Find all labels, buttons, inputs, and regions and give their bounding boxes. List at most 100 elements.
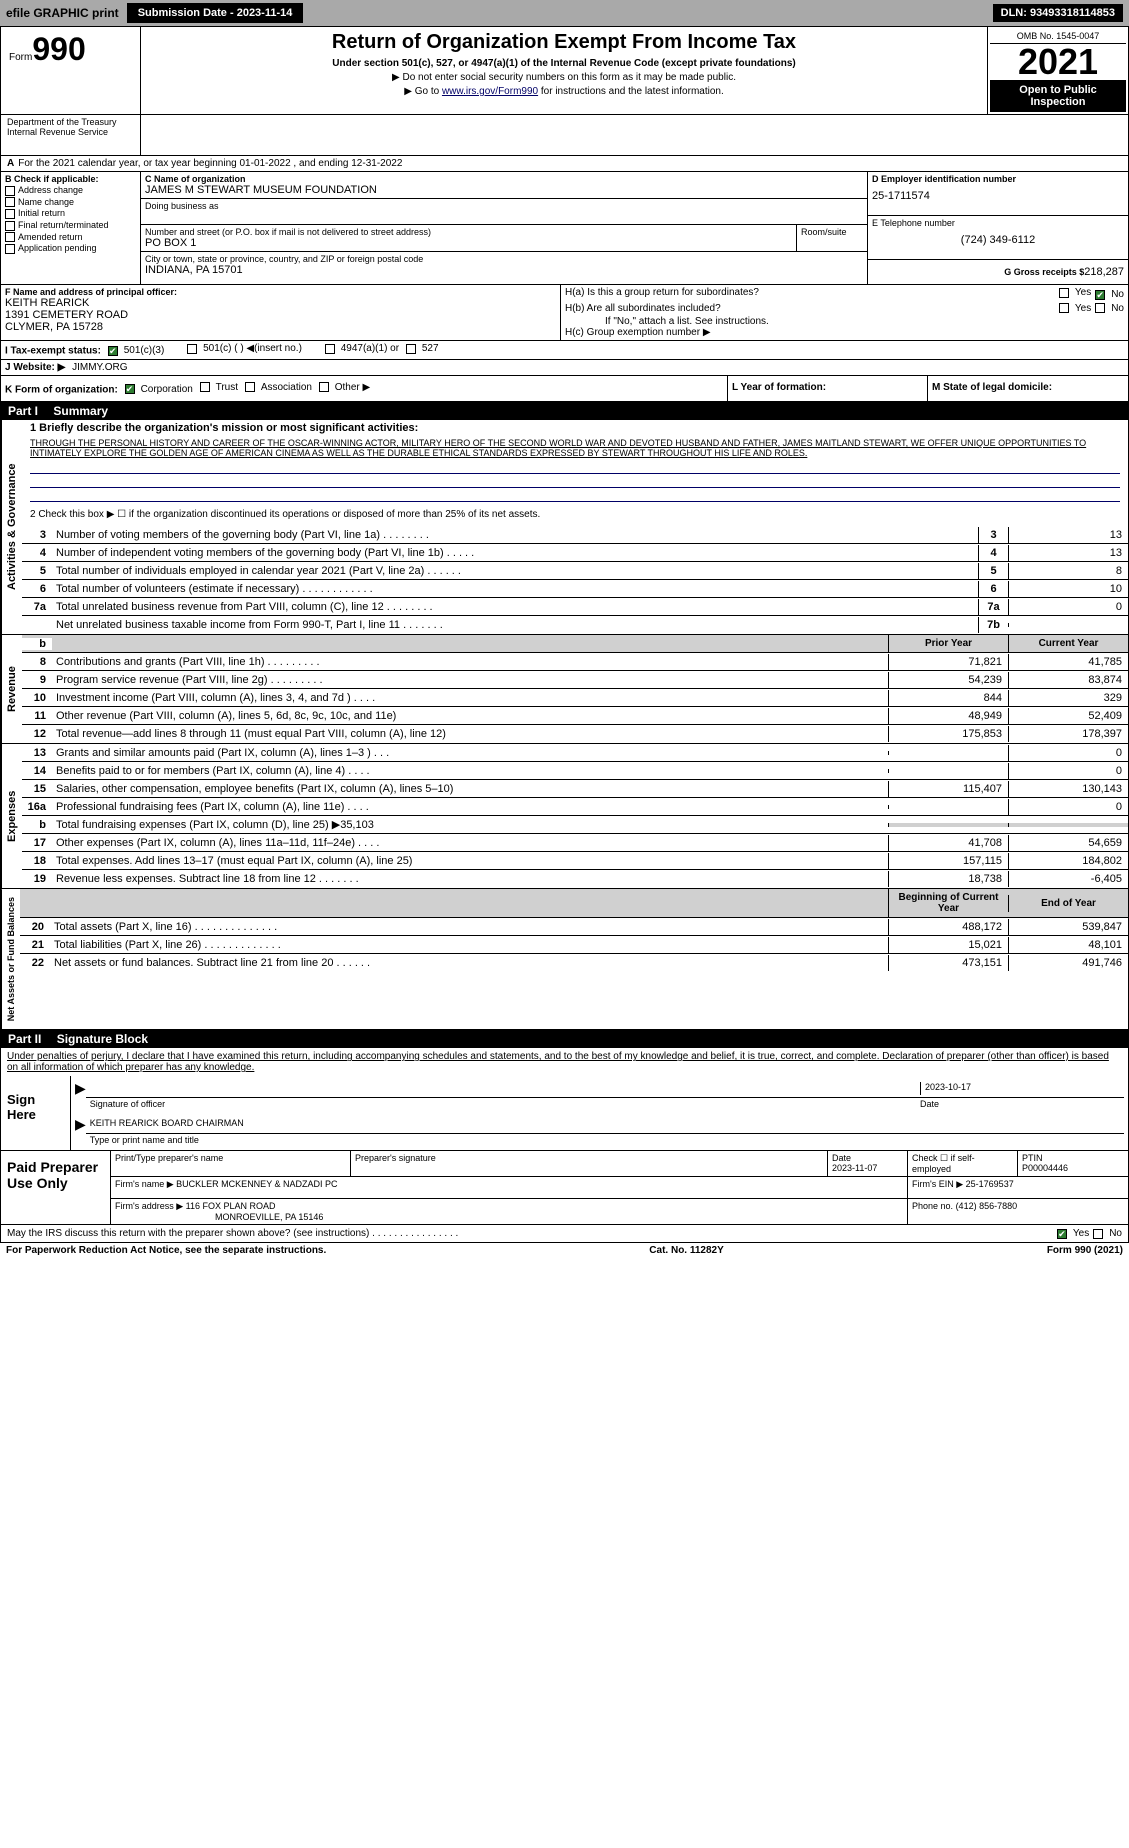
ptin: P00004446 [1022, 1163, 1124, 1173]
mission-text: THROUGH THE PERSONAL HISTORY AND CAREER … [22, 436, 1128, 460]
note2: ▶ Go to www.irs.gov/Form990 for instruct… [145, 86, 983, 97]
data-line: 14Benefits paid to or for members (Part … [22, 762, 1128, 780]
part2-header: Part II Signature Block [0, 1030, 1129, 1048]
sign-here-label: Sign Here [1, 1076, 71, 1150]
exp-side-label: Expenses [1, 744, 22, 888]
submission-btn[interactable]: Submission Date - 2023-11-14 [127, 3, 304, 23]
rev-side-label: Revenue [1, 635, 22, 743]
ha-yes[interactable]: Yes [1059, 287, 1091, 298]
data-line: 20Total assets (Part X, line 16) . . . .… [20, 918, 1128, 936]
website[interactable]: JIMMY.ORG [72, 362, 127, 373]
firm-phone: (412) 856-7880 [956, 1201, 1018, 1211]
footer: For Paperwork Reduction Act Notice, see … [0, 1243, 1129, 1258]
data-line: 17Other expenses (Part IX, column (A), l… [22, 834, 1128, 852]
form-number-box: Form990 [1, 27, 141, 114]
summary-line: 4Number of independent voting members of… [22, 544, 1128, 562]
chk-assoc[interactable]: Association [245, 382, 312, 393]
chk-501c3[interactable]: ✔501(c)(3) [108, 345, 165, 356]
paid-preparer-label: Paid Preparer Use Only [1, 1151, 111, 1224]
phone: (724) 349-6112 [872, 234, 1124, 246]
summary-line: 6Total number of volunteers (estimate if… [22, 580, 1128, 598]
net-side-label: Net Assets or Fund Balances [1, 889, 20, 1029]
revenue-section: Revenue b Prior Year Current Year 8Contr… [0, 635, 1129, 744]
firm-ein: 25-1769537 [966, 1179, 1014, 1189]
title-box: Return of Organization Exempt From Incom… [141, 27, 988, 114]
subtitle: Under section 501(c), 527, or 4947(a)(1)… [145, 58, 983, 69]
tax-status-row: I Tax-exempt status: ✔501(c)(3) 501(c) (… [0, 341, 1129, 360]
inspection-badge: Open to Public Inspection [990, 80, 1126, 112]
street: PO BOX 1 [145, 237, 792, 249]
officer-name-title: KEITH REARICK BOARD CHAIRMAN [86, 1116, 1124, 1134]
arrow-icon: ▶ [75, 1116, 86, 1146]
expenses-section: Expenses 13Grants and similar amounts pa… [0, 744, 1129, 889]
block-h: H(a) Is this a group return for subordin… [561, 285, 1128, 340]
penalties-text: Under penalties of perjury, I declare th… [1, 1048, 1128, 1076]
firm-name: BUCKLER MCKENNEY & NADZADI PC [176, 1179, 337, 1189]
block-b: B Check if applicable: Address change Na… [1, 172, 141, 284]
data-line: bTotal fundraising expenses (Part IX, co… [22, 816, 1128, 834]
discuss-yes[interactable]: ✔Yes [1057, 1228, 1089, 1239]
summary-line: Net unrelated business taxable income fr… [22, 616, 1128, 634]
data-line: 9Program service revenue (Part VIII, lin… [22, 671, 1128, 689]
arrow-icon: ▶ [75, 1080, 86, 1110]
chk-501c[interactable]: 501(c) ( ) ◀(insert no.) [187, 343, 302, 354]
identity-row: B Check if applicable: Address change Na… [0, 172, 1129, 285]
officer-name: KEITH REARICK [5, 297, 556, 309]
ein: 25-1711574 [872, 190, 1124, 202]
chk-app[interactable]: Application pending [5, 243, 136, 254]
note1: ▶ Do not enter social security numbers o… [145, 72, 983, 83]
efile-label: efile GRAPHIC print [6, 6, 119, 20]
chk-trust[interactable]: Trust [200, 382, 238, 393]
irs-link[interactable]: www.irs.gov/Form990 [442, 86, 538, 97]
form-footer: Form 990 (2021) [1047, 1245, 1123, 1256]
org-name: JAMES M STEWART MUSEUM FOUNDATION [145, 184, 863, 196]
block-f: F Name and address of principal officer:… [1, 285, 561, 340]
year-box: OMB No. 1545-0047 2021 Open to Public In… [988, 27, 1128, 114]
signature-block: Under penalties of perjury, I declare th… [0, 1048, 1129, 1243]
data-line: 11Other revenue (Part VIII, column (A), … [22, 707, 1128, 725]
data-line: 13Grants and similar amounts paid (Part … [22, 744, 1128, 762]
col-headers-net: Beginning of Current Year End of Year [20, 889, 1128, 918]
line-a: AFor the 2021 calendar year, or tax year… [0, 156, 1129, 172]
officer-row: F Name and address of principal officer:… [0, 285, 1129, 341]
data-line: 15Salaries, other compensation, employee… [22, 780, 1128, 798]
summary-section: Activities & Governance 1 Briefly descri… [0, 420, 1129, 635]
chk-corp[interactable]: ✔Corporation [125, 384, 193, 395]
col-headers-rev: b Prior Year Current Year [22, 635, 1128, 653]
data-line: 16aProfessional fundraising fees (Part I… [22, 798, 1128, 816]
chk-other[interactable]: Other ▶ [319, 382, 370, 393]
chk-4947[interactable]: 4947(a)(1) or [325, 343, 399, 354]
form-label: Form [9, 52, 32, 63]
data-line: 19Revenue less expenses. Subtract line 1… [22, 870, 1128, 888]
chk-amended[interactable]: Amended return [5, 232, 136, 243]
dept-row: Department of the Treasury Internal Reve… [0, 115, 1129, 156]
summary-line: 7aTotal unrelated business revenue from … [22, 598, 1128, 616]
summary-line: 5Total number of individuals employed in… [22, 562, 1128, 580]
city-state: INDIANA, PA 15701 [145, 264, 863, 276]
data-line: 12Total revenue—add lines 8 through 11 (… [22, 725, 1128, 743]
form-header: Form990 Return of Organization Exempt Fr… [0, 26, 1129, 115]
block-d-e-g: D Employer identification number 25-1711… [868, 172, 1128, 284]
data-line: 22Net assets or fund balances. Subtract … [20, 954, 1128, 972]
chk-name[interactable]: Name change [5, 197, 136, 208]
main-title: Return of Organization Exempt From Incom… [145, 31, 983, 54]
chk-address[interactable]: Address change [5, 185, 136, 196]
data-line: 18Total expenses. Add lines 13–17 (must … [22, 852, 1128, 870]
data-line: 21Total liabilities (Part X, line 26) . … [20, 936, 1128, 954]
dln: DLN: 93493318114853 [993, 4, 1123, 22]
data-line: 8Contributions and grants (Part VIII, li… [22, 653, 1128, 671]
hb-no[interactable]: No [1095, 303, 1124, 314]
chk-final[interactable]: Final return/terminated [5, 220, 136, 231]
dept-box: Department of the Treasury Internal Reve… [1, 115, 141, 155]
chk-initial[interactable]: Initial return [5, 208, 136, 219]
discuss-no[interactable]: No [1093, 1228, 1122, 1239]
part1-header: Part I Summary [0, 402, 1129, 420]
block-c: C Name of organization JAMES M STEWART M… [141, 172, 868, 284]
data-line: 10Investment income (Part VIII, column (… [22, 689, 1128, 707]
hb-yes[interactable]: Yes [1059, 303, 1091, 314]
chk-527[interactable]: 527 [406, 343, 439, 354]
form-number: 990 [32, 31, 85, 67]
ha-no[interactable]: ✔No [1095, 289, 1124, 300]
top-bar: efile GRAPHIC print Submission Date - 20… [0, 0, 1129, 26]
gov-side-label: Activities & Governance [1, 420, 22, 634]
